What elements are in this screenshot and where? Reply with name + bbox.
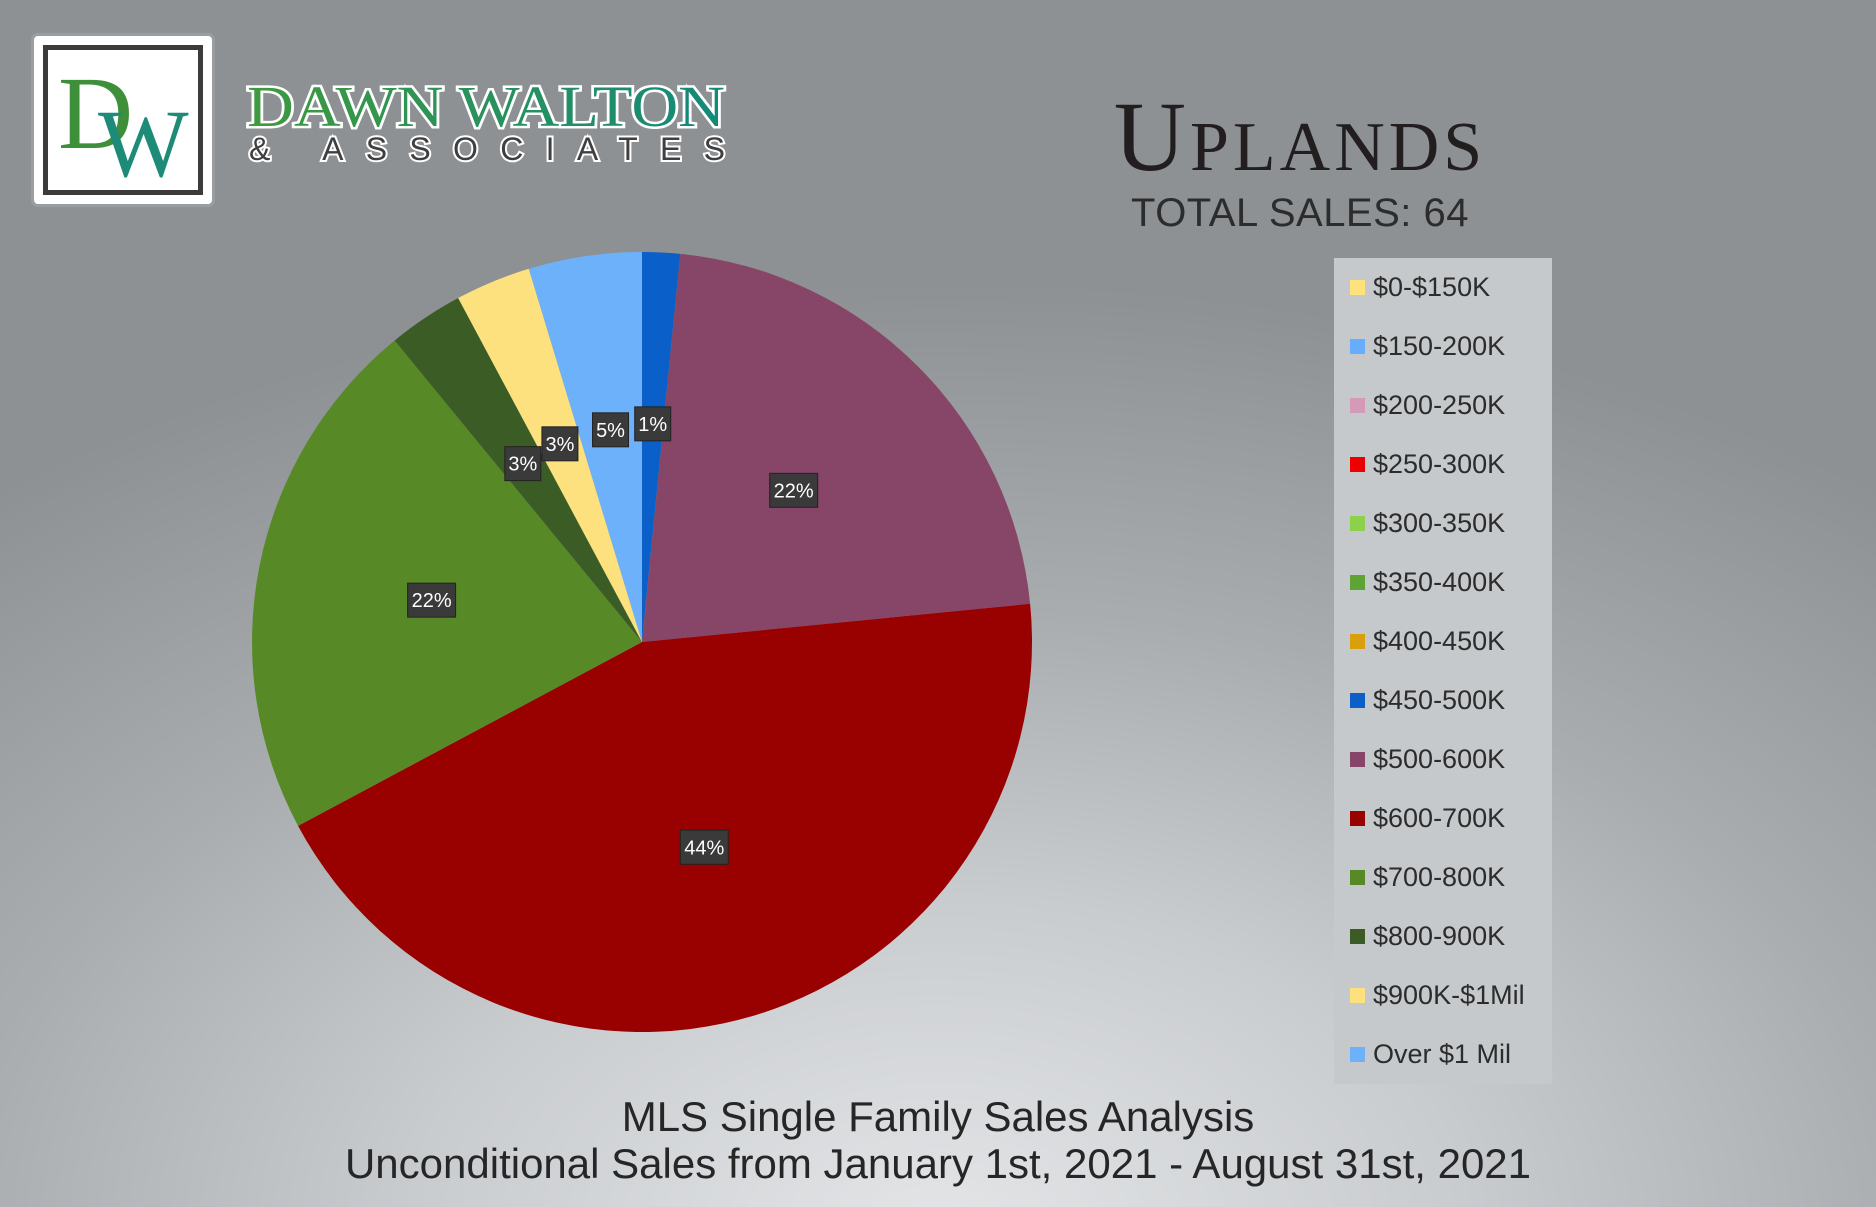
pie-chart: 1% 22% 44% 22% 3% 3% 5% xyxy=(252,252,1032,1033)
legend-item-2: $200-250K xyxy=(1350,390,1505,420)
legend-swatch-4 xyxy=(1350,515,1365,531)
legend-item-1: $150-200K xyxy=(1350,331,1505,361)
legend-swatch-8 xyxy=(1350,751,1365,767)
data-label-7: 1% xyxy=(638,414,667,436)
data-label-box-11 xyxy=(504,446,542,482)
brand-name-text: DAWN WALTON xyxy=(247,74,725,139)
data-label-12: 3% xyxy=(545,434,574,456)
legend-item-11: $800-900K xyxy=(1350,921,1505,951)
legend-label-4: $300-350K xyxy=(1373,507,1506,538)
legend-swatch-0 xyxy=(1350,279,1365,295)
legend-label-6: $400-450K xyxy=(1373,625,1506,656)
pie-slice-13 xyxy=(528,252,642,642)
data-label-box-7 xyxy=(634,406,672,442)
legend-label-12: $900K-$1Mil xyxy=(1373,979,1525,1010)
brand-name: DAWN WALTON xyxy=(245,72,728,142)
legend-swatch-5 xyxy=(1350,574,1365,590)
logo: D W xyxy=(31,33,215,207)
legend-item-12: $900K-$1Mil xyxy=(1350,980,1525,1010)
pie-slice-7 xyxy=(642,252,681,642)
legend-item-5: $350-400K xyxy=(1350,567,1505,597)
legend-label-0: $0-$150K xyxy=(1373,271,1491,302)
legend-label-1: $150-200K xyxy=(1373,330,1506,361)
data-label-box-12 xyxy=(541,426,579,462)
legend-item-13: Over $1 Mil xyxy=(1350,1039,1511,1069)
logo-monogram: D W xyxy=(58,56,189,184)
legend-swatch-9 xyxy=(1350,810,1365,826)
footer-title: MLS Single Family Sales Analysis xyxy=(621,1093,1255,1140)
brand-subtitle-text: & ASSOCIATES xyxy=(249,131,725,167)
legend-item-0: $0-$150K xyxy=(1350,272,1490,302)
legend-swatch-10 xyxy=(1350,869,1365,885)
data-label-10: 22% xyxy=(412,590,452,612)
legend-swatch-3 xyxy=(1350,456,1365,472)
legend-label-7: $450-500K xyxy=(1373,684,1506,715)
total-sales: TOTAL SALES: 64 xyxy=(1130,191,1470,235)
legend-label-5: $350-400K xyxy=(1373,566,1506,597)
legend-item-6: $400-450K xyxy=(1350,626,1505,656)
data-label-11: 3% xyxy=(508,454,537,476)
data-label-box-10 xyxy=(407,582,457,618)
legend-item-8: $500-600K xyxy=(1350,744,1505,774)
legend-label-2: $200-250K xyxy=(1373,389,1506,420)
page-title: Uplands xyxy=(1114,81,1487,188)
data-label-box-9 xyxy=(679,829,729,865)
legend-item-3: $250-300K xyxy=(1350,449,1505,479)
legend-swatch-7 xyxy=(1350,692,1365,708)
legend-swatch-12 xyxy=(1350,987,1365,1003)
logo-monogram-d: D xyxy=(58,56,133,171)
footer-subtitle: Unconditional Sales from January 1st, 20… xyxy=(344,1140,1532,1187)
data-label-8: 22% xyxy=(774,480,814,502)
logo-monogram-w: W xyxy=(98,90,189,184)
pie-slice-9 xyxy=(298,603,1032,1033)
data-label-box-13 xyxy=(592,412,630,448)
legend-item-9: $600-700K xyxy=(1350,803,1505,833)
legend-label-13: Over $1 Mil xyxy=(1373,1038,1512,1069)
legend-swatch-13 xyxy=(1350,1046,1365,1062)
legend-label-10: $700-800K xyxy=(1373,861,1506,892)
legend-label-11: $800-900K xyxy=(1373,920,1506,951)
legend-label-3: $250-300K xyxy=(1373,448,1506,479)
data-label-9: 44% xyxy=(684,837,724,859)
data-label-box-8 xyxy=(769,472,819,508)
chart-legend: $0-$150K $150-200K $200-250K $250-300K $300-… xyxy=(1334,258,1552,1084)
legend-swatch-1 xyxy=(1350,338,1365,354)
legend-item-7: $450-500K xyxy=(1350,685,1505,715)
legend-item-10: $700-800K xyxy=(1350,862,1505,892)
legend-swatch-2 xyxy=(1350,397,1365,413)
legend-label-8: $500-600K xyxy=(1373,743,1506,774)
legend-swatch-6 xyxy=(1350,633,1365,649)
pie-slice-8 xyxy=(642,253,1031,642)
legend-label-9: $600-700K xyxy=(1373,802,1506,833)
brand-subtitle: & ASSOCIATES xyxy=(247,130,727,169)
page-title-text: Uplands xyxy=(1114,81,1487,188)
legend-swatch-11 xyxy=(1350,928,1365,944)
logo-frame: D W xyxy=(43,45,203,195)
data-label-13: 5% xyxy=(596,420,625,442)
legend-item-4: $300-350K xyxy=(1350,508,1505,538)
